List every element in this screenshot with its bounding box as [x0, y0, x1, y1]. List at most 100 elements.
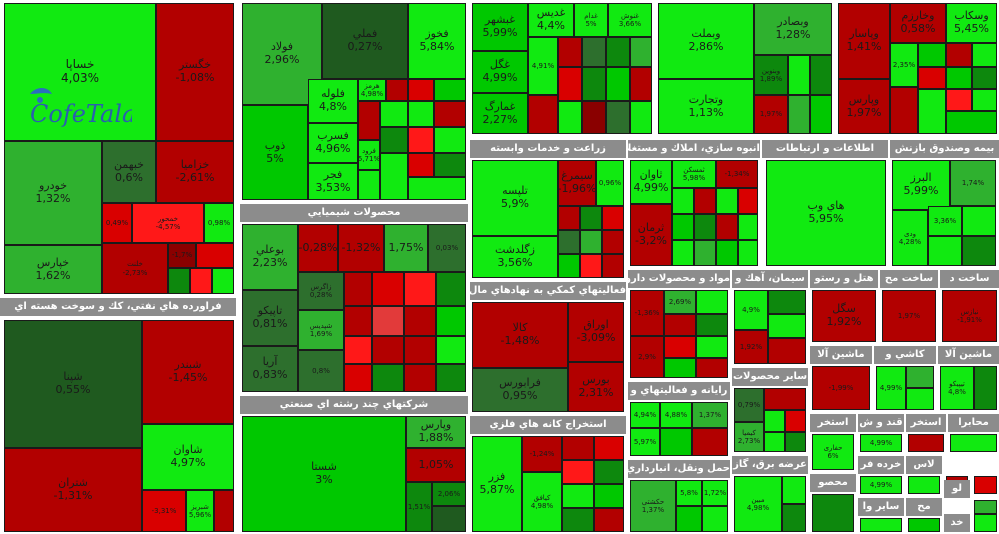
stock-cell[interactable]: کالا -1,48% [472, 302, 568, 368]
stock-cell[interactable] [660, 428, 692, 456]
stock-cell[interactable] [906, 388, 934, 410]
stock-cell[interactable]: 0,96% [596, 160, 624, 206]
stock-cell[interactable]: 0,49% [102, 203, 132, 243]
stock-cell[interactable]: وپاسار 1,41% [838, 3, 890, 79]
stock-cell[interactable]: نیازس -1,91% [942, 290, 997, 342]
stock-cell[interactable]: فلوله 4,8% [308, 79, 358, 123]
stock-cell[interactable]: کیافق 4,98% [522, 472, 562, 532]
stock-cell[interactable]: 1,37% [692, 402, 728, 428]
stock-cell[interactable]: 1,97% [882, 290, 936, 342]
stock-cell[interactable] [404, 364, 436, 392]
stock-cell[interactable]: حکشتی 1,37% [630, 480, 676, 532]
stock-cell[interactable] [672, 188, 694, 214]
stock-cell[interactable] [974, 366, 997, 410]
stock-cell[interactable] [890, 87, 918, 134]
stock-cell[interactable] [372, 272, 404, 306]
stock-cell[interactable]: 1,51% [406, 482, 432, 532]
stock-cell[interactable] [606, 67, 630, 101]
stock-cell[interactable] [196, 243, 234, 268]
stock-cell[interactable] [408, 127, 434, 153]
stock-cell[interactable]: وبملت 2,86% [658, 3, 754, 79]
stock-cell[interactable] [580, 206, 602, 230]
stock-cell[interactable]: زاگرس 0,28% [298, 272, 344, 310]
stock-cell[interactable]: 1,75% [384, 224, 428, 272]
stock-cell[interactable]: شستا 3% [242, 416, 406, 532]
stock-cell[interactable] [782, 476, 806, 504]
stock-cell[interactable] [946, 67, 972, 89]
stock-cell[interactable]: 4,99% [860, 476, 902, 494]
stock-cell[interactable] [562, 508, 594, 532]
stock-cell[interactable] [908, 476, 940, 494]
stock-cell[interactable]: شپدیس 1,69% [298, 310, 344, 350]
stock-cell[interactable]: 2,06% [432, 482, 466, 506]
stock-cell[interactable]: فجر 3,53% [308, 163, 358, 200]
stock-cell[interactable] [630, 37, 652, 67]
stock-cell[interactable]: 0,8% [298, 350, 344, 392]
stock-cell[interactable] [768, 314, 806, 338]
stock-cell[interactable]: حفاری 6% [812, 434, 854, 470]
stock-cell[interactable]: شبندر -1,45% [142, 320, 234, 424]
stock-cell[interactable]: -1,32% [338, 224, 384, 272]
stock-cell[interactable] [664, 358, 696, 378]
stock-cell[interactable]: زگلدشت 3,56% [472, 236, 558, 278]
stock-cell[interactable] [404, 336, 436, 364]
stock-cell[interactable]: 1,72% [702, 480, 728, 506]
stock-cell[interactable]: -1,34% [716, 160, 758, 188]
stock-cell[interactable] [408, 177, 466, 200]
stock-cell[interactable] [558, 254, 580, 278]
stock-cell[interactable] [906, 366, 934, 388]
stock-cell[interactable] [436, 272, 466, 306]
stock-cell[interactable] [434, 153, 466, 177]
stock-cell[interactable]: 1,05% [406, 448, 466, 482]
stock-cell[interactable] [380, 101, 408, 127]
stock-cell[interactable] [694, 188, 716, 214]
stock-cell[interactable] [358, 101, 380, 140]
stock-cell[interactable]: خزامیا -2,61% [156, 141, 234, 203]
stock-cell[interactable]: 2,9% [630, 336, 664, 378]
stock-cell[interactable]: 3,36% [928, 206, 962, 236]
stock-cell[interactable]: غمارگ 2,27% [472, 93, 528, 134]
stock-cell[interactable]: وبصادر 1,28% [754, 3, 832, 55]
stock-cell[interactable] [606, 37, 630, 67]
stock-cell[interactable] [764, 432, 785, 452]
stock-cell[interactable]: تلپسه 5,9% [472, 160, 558, 236]
stock-cell[interactable] [408, 101, 434, 127]
stock-cell[interactable] [558, 67, 582, 101]
stock-cell[interactable] [918, 89, 946, 134]
stock-cell[interactable] [974, 476, 997, 494]
stock-cell[interactable] [716, 240, 738, 266]
stock-cell[interactable] [664, 336, 696, 358]
stock-cell[interactable] [908, 518, 940, 532]
stock-cell[interactable] [344, 306, 372, 336]
stock-cell[interactable]: -1,7% [168, 243, 196, 268]
stock-cell[interactable]: 4,88% [660, 402, 692, 428]
stock-cell[interactable] [432, 506, 466, 532]
stock-cell[interactable]: 5,8% [676, 480, 702, 506]
stock-cell[interactable] [558, 230, 580, 254]
stock-cell[interactable] [812, 494, 854, 532]
stock-cell[interactable]: 4,99% [860, 434, 902, 452]
stock-cell[interactable] [404, 272, 436, 306]
stock-cell[interactable] [664, 314, 696, 336]
stock-cell[interactable] [434, 127, 466, 153]
stock-cell[interactable] [950, 434, 997, 452]
stock-cell[interactable]: ثمسکن 5,98% [672, 160, 716, 188]
stock-cell[interactable]: شتران -1,31% [4, 448, 142, 532]
stock-cell[interactable] [810, 95, 832, 134]
stock-cell[interactable] [214, 490, 234, 532]
stock-cell[interactable] [344, 336, 372, 364]
stock-cell[interactable]: ذوب 5% [242, 105, 308, 200]
stock-cell[interactable]: 0,79% [734, 388, 764, 422]
stock-cell[interactable] [602, 230, 624, 254]
stock-cell[interactable] [190, 268, 212, 294]
stock-cell[interactable] [594, 436, 624, 460]
stock-cell[interactable]: خودرو 1,32% [4, 141, 102, 245]
stock-cell[interactable] [946, 89, 972, 111]
stock-cell[interactable] [972, 43, 997, 67]
stock-cell[interactable]: 4,91% [528, 37, 558, 95]
stock-cell[interactable] [738, 240, 758, 266]
stock-cell[interactable] [928, 236, 962, 266]
stock-cell[interactable] [738, 188, 758, 214]
stock-cell[interactable] [702, 506, 728, 532]
stock-cell[interactable] [676, 506, 702, 532]
